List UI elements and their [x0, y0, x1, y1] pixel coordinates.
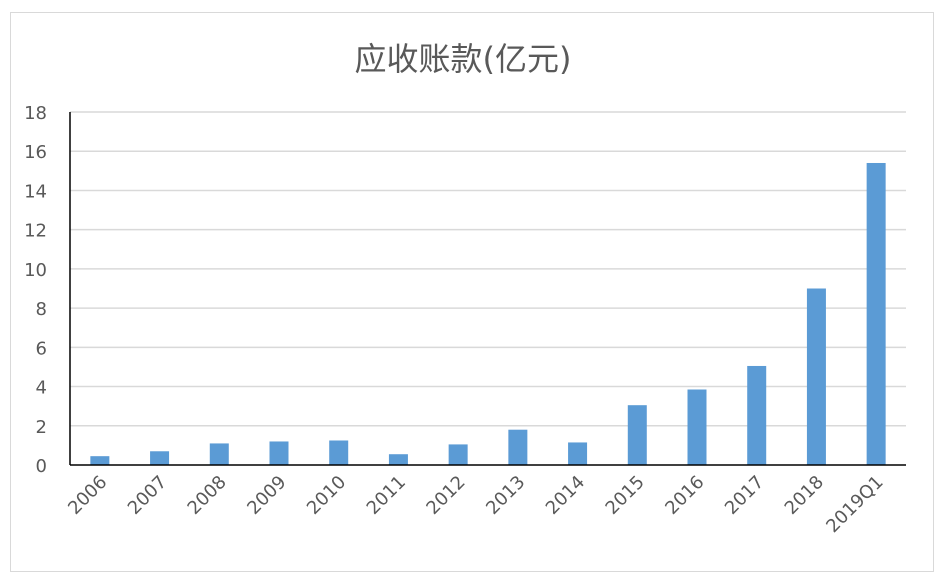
- y-tick-label: 6: [36, 338, 47, 359]
- bar-2016: [687, 389, 707, 465]
- chart-title: 应收账款(亿元): [355, 40, 572, 78]
- bar-2012: [448, 444, 468, 465]
- x-tick-label: 2010: [303, 472, 350, 519]
- gridlines: [70, 111, 906, 427]
- bar-2011: [388, 454, 408, 465]
- y-tick-labels: 0 2 4 6 8 10 12 14 16 18: [24, 103, 47, 477]
- x-tick-label: 2018: [781, 472, 828, 519]
- x-tick-labels: 2006 2007 2008 2009 2010 2011 2012 2013 2014 2015…: [64, 472, 888, 537]
- y-tick-label: 4: [36, 378, 47, 399]
- x-tick-label: 2014: [542, 472, 589, 519]
- x-tick-label: 2019Q1: [822, 472, 887, 537]
- x-tick-label: 2016: [661, 472, 708, 519]
- bar-2007: [150, 451, 170, 465]
- y-tick-label: 8: [36, 299, 47, 320]
- bar-2019Q1: [866, 162, 886, 465]
- x-tick-label: 2007: [124, 472, 171, 519]
- x-tick-label: 2008: [184, 472, 231, 519]
- x-tick-label: 2015: [602, 472, 649, 519]
- x-tick-label: 2012: [422, 472, 469, 519]
- x-tick-label: 2017: [721, 472, 768, 519]
- bars: [90, 162, 886, 465]
- chart-frame: [10, 12, 934, 572]
- y-tick-label: 0: [36, 456, 47, 477]
- x-tick-label: 2013: [482, 472, 529, 519]
- bar-2009: [269, 441, 289, 465]
- axes: [69, 112, 906, 466]
- bar-2010: [329, 440, 349, 465]
- x-tick-label: 2006: [64, 472, 111, 519]
- y-tick-label: 16: [24, 142, 47, 163]
- bar-2008: [209, 443, 229, 465]
- bar-2006: [90, 456, 110, 465]
- bar-2018: [806, 288, 826, 465]
- bar-2014: [568, 442, 588, 465]
- y-tick-label: 2: [36, 417, 47, 438]
- y-tick-label: 12: [24, 221, 47, 242]
- x-tick-label: 2009: [243, 472, 290, 519]
- bar-2017: [747, 365, 767, 465]
- bar-2015: [627, 405, 647, 465]
- bar-2013: [508, 429, 528, 465]
- y-tick-label: 10: [24, 260, 47, 281]
- y-tick-label: 18: [24, 103, 47, 124]
- x-tick-label: 2011: [363, 472, 410, 519]
- y-tick-label: 14: [24, 181, 47, 202]
